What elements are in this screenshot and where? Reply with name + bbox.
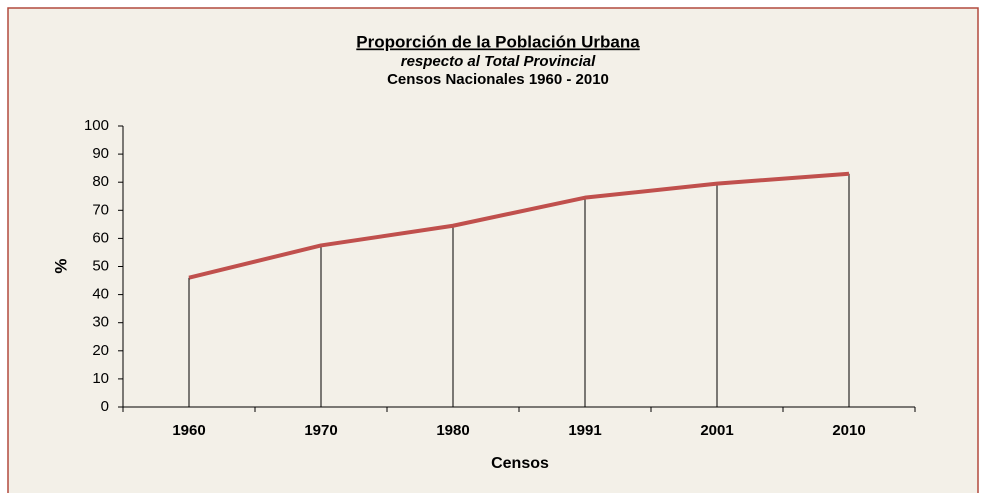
x-tick-label: 2001 — [700, 422, 733, 439]
y-tick-label: 40 — [92, 286, 109, 303]
y-tick-label: 30 — [92, 314, 109, 331]
y-tick-label: 60 — [92, 229, 109, 246]
y-axis-label: % — [51, 258, 70, 273]
y-tick-label: 90 — [92, 145, 109, 162]
chart-subtitle: respecto al Total Provincial — [401, 53, 596, 70]
y-tick-label: 20 — [92, 342, 109, 359]
series-line — [188, 171, 850, 280]
y-tick-label: 80 — [92, 173, 109, 190]
x-tick-label: 1980 — [436, 422, 469, 439]
y-tick-label: 70 — [92, 201, 109, 218]
chart-title: Proporción de la Población Urbana — [356, 32, 640, 51]
x-tick-label: 1970 — [304, 422, 337, 439]
y-tick-label: 0 — [101, 398, 109, 415]
y-tick-label: 50 — [92, 257, 109, 274]
chart-frame — [7, 7, 979, 493]
y-tick-label: 10 — [92, 370, 109, 387]
y-tick-label: 100 — [84, 117, 109, 134]
x-axis-label: Censos — [491, 455, 549, 472]
x-tick-label: 2010 — [832, 422, 865, 439]
x-tick-label: 1960 — [172, 422, 205, 439]
x-tick-label: 1991 — [568, 422, 601, 439]
chart-subtitle: Censos Nacionales 1960 - 2010 — [387, 71, 609, 88]
